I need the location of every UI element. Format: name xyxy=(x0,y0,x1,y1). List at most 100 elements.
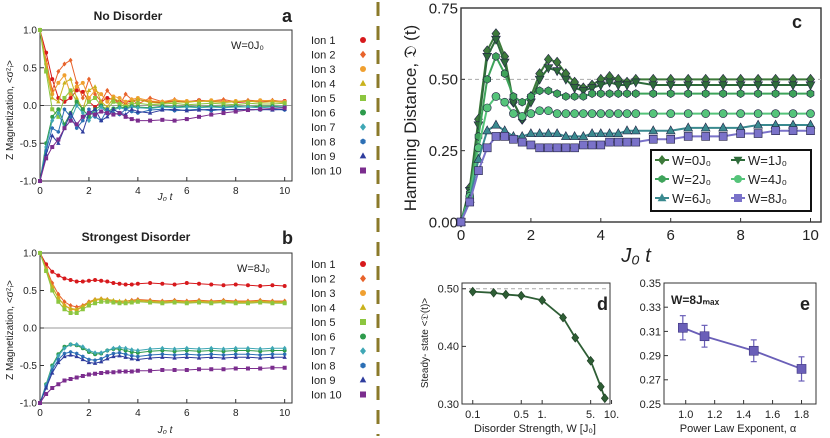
chart-b-point xyxy=(270,352,275,357)
chart-b-point xyxy=(148,300,153,305)
chart-a-point xyxy=(172,106,177,111)
panel-b-annotation: W=8J₀ xyxy=(237,263,270,275)
chart-c-point xyxy=(509,109,518,118)
chart-b-point xyxy=(117,369,122,374)
chart-b-point xyxy=(135,368,140,373)
panel-a-xlabel: J₀ t xyxy=(157,192,174,203)
chart-c-point xyxy=(806,89,815,98)
chart-c-point xyxy=(753,81,763,91)
chart-c-point xyxy=(718,132,728,141)
legend-a-label: Ion 5 xyxy=(311,93,335,105)
chart-b-point xyxy=(80,344,85,350)
chart-a-point xyxy=(44,156,49,161)
chart-d-plot: 0.1 0.5 1. 5. 10. 0.30 0.40 0.50 xyxy=(438,282,619,421)
chart-d-ytick-label: 0.50 xyxy=(438,284,459,296)
chart-b-point xyxy=(99,278,104,283)
chart-b-point xyxy=(172,300,177,305)
chart-a-xtick-label: 8 xyxy=(233,186,239,197)
chart-a-xtick-label: 0 xyxy=(37,186,43,197)
chart-c-point xyxy=(649,89,657,98)
chart-a-point xyxy=(44,69,49,74)
chart-c-point xyxy=(753,109,763,118)
chart-c-point xyxy=(613,128,624,138)
chart-a-point xyxy=(135,101,140,106)
chart-b-series-line xyxy=(39,367,285,404)
chart-a-point xyxy=(270,101,275,106)
chart-b-ytick-label: -0.5 xyxy=(20,361,38,372)
chart-b-point xyxy=(99,299,104,304)
chart-b-point xyxy=(56,273,61,278)
chart-b-point xyxy=(209,354,214,359)
chart-b-point xyxy=(111,351,116,356)
legend-c-marker xyxy=(733,156,743,165)
chart-b-point xyxy=(184,345,189,351)
chart-b-point xyxy=(98,359,104,364)
chart-b-point xyxy=(81,354,85,359)
chart-a-point xyxy=(62,61,67,67)
chart-d-point xyxy=(489,287,498,298)
chart-a-point xyxy=(38,179,42,183)
chart-a-point xyxy=(160,107,165,112)
chart-b-point xyxy=(93,350,98,356)
chart-b-point xyxy=(282,352,287,357)
chart-c-point xyxy=(718,109,728,118)
chart-b-point xyxy=(258,300,263,305)
chart-d-xtick-label: 10. xyxy=(604,409,619,421)
legend-b-label: Ion 2 xyxy=(311,274,335,286)
chart-c-point xyxy=(718,81,729,91)
chart-b-point xyxy=(129,282,134,287)
chart-a-point xyxy=(93,95,98,100)
chart-a-point xyxy=(62,73,67,78)
chart-c-point xyxy=(544,86,553,96)
panel-d-ylabel: Steady- state <𝔇(t)> xyxy=(420,298,431,388)
chart-b-xtick-label: 2 xyxy=(86,408,92,419)
chart-a-point xyxy=(74,126,79,131)
chart-b-point xyxy=(282,365,287,370)
chart-e-series-line xyxy=(682,326,802,370)
legend-a-label: Ion 4 xyxy=(311,79,335,91)
chart-b-point xyxy=(44,269,49,273)
chart-a-point xyxy=(135,105,140,111)
chart-c-point xyxy=(614,89,623,98)
chart-c-point xyxy=(771,126,780,135)
chart-e-ytick-label: 0.27 xyxy=(640,375,661,387)
chart-a-point xyxy=(43,152,49,157)
chart-b-point xyxy=(62,303,67,308)
chart-b-point xyxy=(98,296,104,301)
chart-c-frame xyxy=(460,7,822,223)
legend-c-label: W=2J₀ xyxy=(672,172,711,187)
chart-c-point xyxy=(525,128,536,138)
chart-a-point xyxy=(135,109,141,114)
panel-e: e W=8Jₘₐₓ Power Law Exponent, α xyxy=(671,293,810,435)
chart-c-point xyxy=(648,81,659,91)
chart-b-point xyxy=(233,345,238,351)
chart-c-point xyxy=(482,53,493,62)
chart-b-ytick-label: 0.5 xyxy=(23,286,37,297)
legend-a-label: Ion 10 xyxy=(311,166,342,178)
chart-a-point xyxy=(50,114,55,119)
chart-b-point xyxy=(258,346,263,352)
chart-b-point xyxy=(50,370,55,375)
chart-b-point xyxy=(44,392,49,396)
chart-c-point xyxy=(473,153,484,163)
chart-c-point xyxy=(613,109,623,118)
chart-c-point xyxy=(701,89,710,98)
chart-b-point xyxy=(86,303,91,308)
chart-a-point xyxy=(74,80,79,86)
chart-a-point xyxy=(160,101,165,106)
chart-c-ytick-label: 0.00 xyxy=(429,214,458,231)
chart-c-point xyxy=(474,166,483,175)
chart-b-point xyxy=(233,282,238,287)
chart-b-point xyxy=(135,281,140,286)
chart-a-ytick-label: 0.5 xyxy=(23,63,37,74)
chart-c-xtick-label: 8 xyxy=(736,227,744,244)
chart-b-ytick-label: 0.0 xyxy=(23,324,37,335)
chart-c-point xyxy=(719,89,727,98)
chart-c-point xyxy=(544,106,553,116)
panel-d-letter: d xyxy=(597,294,608,314)
panel-b-letter: b xyxy=(282,228,293,248)
chart-a-point xyxy=(98,118,104,123)
chart-c-point xyxy=(605,137,614,147)
chart-a-point xyxy=(86,95,91,100)
legend-a-label: Ion 2 xyxy=(311,50,335,62)
